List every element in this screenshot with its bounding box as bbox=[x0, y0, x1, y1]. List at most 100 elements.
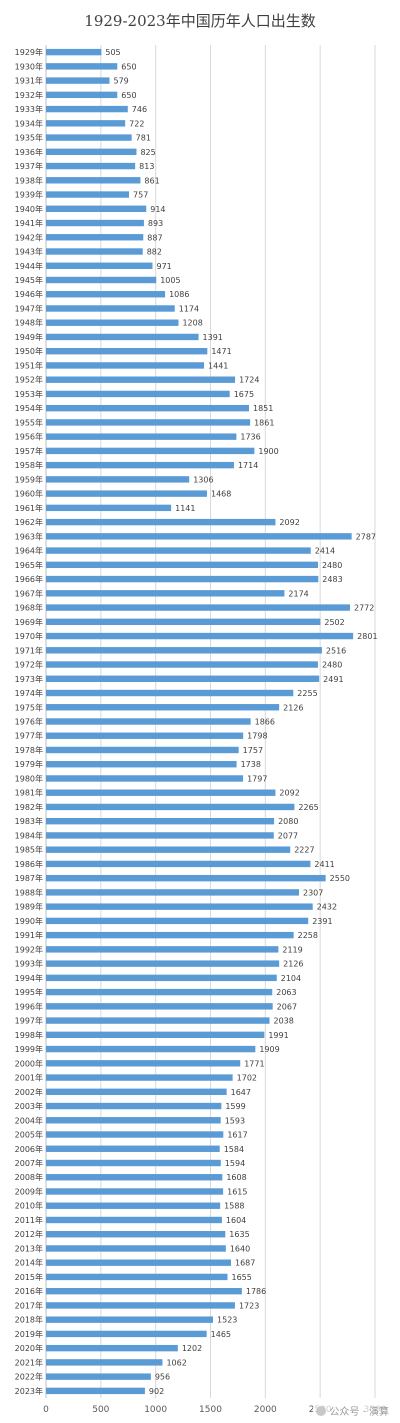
bar bbox=[46, 1031, 265, 1039]
data-label: 1588 bbox=[224, 1202, 244, 1211]
y-tick-label: 2017年 bbox=[15, 1300, 43, 1310]
data-label: 2080 bbox=[278, 817, 298, 826]
bar bbox=[46, 1117, 221, 1124]
bar bbox=[46, 1302, 235, 1309]
data-label: 1202 bbox=[182, 1344, 202, 1353]
y-tick-label: 1999年 bbox=[15, 1044, 43, 1054]
data-label: 882 bbox=[147, 248, 162, 257]
bar bbox=[46, 490, 207, 497]
bar bbox=[46, 461, 234, 469]
y-tick-label: 1975年 bbox=[15, 702, 43, 712]
y-tick-label: 2022年 bbox=[15, 1372, 43, 1382]
y-tick-label: 1993年 bbox=[15, 959, 43, 969]
data-label: 505 bbox=[105, 48, 120, 57]
y-tick-label: 2023年 bbox=[15, 1386, 43, 1396]
bar bbox=[46, 162, 136, 170]
data-label: 2067 bbox=[277, 1002, 297, 1011]
y-tick-label: 1966年 bbox=[15, 574, 43, 584]
bar bbox=[46, 718, 251, 725]
bar bbox=[46, 476, 190, 483]
bar bbox=[46, 704, 280, 711]
data-label: 2092 bbox=[279, 789, 299, 798]
bar bbox=[46, 931, 294, 939]
y-tick-label: 1994年 bbox=[15, 973, 43, 983]
data-label: 2227 bbox=[294, 846, 314, 855]
bar bbox=[46, 91, 118, 99]
y-tick-label: 1962年 bbox=[15, 517, 43, 527]
bar bbox=[46, 817, 275, 825]
bar bbox=[46, 917, 309, 925]
data-label: 1593 bbox=[225, 1116, 245, 1125]
y-tick-label: 1981年 bbox=[15, 788, 43, 798]
data-label: 2126 bbox=[283, 960, 303, 969]
data-label: 1441 bbox=[208, 361, 228, 370]
data-label: 2063 bbox=[276, 988, 296, 997]
data-label: 1866 bbox=[255, 718, 275, 727]
bar bbox=[46, 1287, 242, 1295]
bar bbox=[46, 661, 318, 668]
y-tick-label: 2008年 bbox=[15, 1172, 43, 1182]
data-label: 2772 bbox=[354, 604, 374, 613]
data-label: 861 bbox=[144, 176, 159, 185]
bar bbox=[46, 1074, 233, 1081]
x-tick-label: 500 bbox=[92, 1405, 109, 1415]
y-tick-label: 2013年 bbox=[15, 1243, 43, 1253]
y-tick-label: 2020年 bbox=[15, 1343, 43, 1353]
y-tick-label: 1992年 bbox=[15, 944, 43, 954]
bar bbox=[46, 675, 320, 682]
data-label: 1174 bbox=[179, 304, 199, 313]
data-label: 825 bbox=[140, 148, 155, 157]
bar bbox=[46, 518, 276, 526]
bar bbox=[46, 1131, 224, 1138]
data-label: 2516 bbox=[326, 646, 346, 655]
y-tick-label: 1935年 bbox=[15, 133, 43, 143]
bar bbox=[46, 746, 239, 754]
y-tick-label: 2012年 bbox=[15, 1229, 43, 1239]
y-tick-label: 1974年 bbox=[15, 688, 43, 698]
y-tick-label: 1980年 bbox=[15, 773, 43, 783]
data-label: 1738 bbox=[241, 760, 261, 769]
data-label: 2550 bbox=[330, 874, 350, 883]
data-label: 971 bbox=[156, 262, 171, 271]
y-tick-label: 2021年 bbox=[15, 1357, 43, 1367]
bar bbox=[46, 1344, 178, 1352]
bar bbox=[46, 846, 291, 853]
bar bbox=[46, 48, 102, 56]
bar bbox=[46, 533, 352, 540]
bar bbox=[46, 874, 326, 882]
data-label: 1594 bbox=[225, 1159, 245, 1168]
data-label: 722 bbox=[129, 119, 144, 128]
data-label: 2787 bbox=[356, 532, 376, 541]
data-label: 1861 bbox=[254, 418, 274, 427]
data-label: 1991 bbox=[268, 1031, 288, 1040]
bar bbox=[46, 248, 143, 255]
y-tick-label: 1942年 bbox=[15, 232, 43, 242]
y-tick-label: 2006年 bbox=[15, 1144, 43, 1154]
data-label: 1608 bbox=[226, 1173, 246, 1182]
data-label: 1851 bbox=[253, 404, 273, 413]
data-label: 2491 bbox=[323, 675, 343, 684]
bar bbox=[46, 1216, 222, 1224]
bar bbox=[46, 1102, 222, 1110]
data-label: 902 bbox=[149, 1387, 164, 1396]
data-label: 2480 bbox=[322, 661, 342, 670]
bar bbox=[46, 291, 166, 298]
data-label: 2174 bbox=[288, 589, 308, 598]
y-tick-label: 1949年 bbox=[15, 332, 43, 342]
x-tick-label: 1500 bbox=[199, 1405, 222, 1415]
y-tick-label: 1959年 bbox=[15, 474, 43, 484]
data-label: 956 bbox=[155, 1373, 170, 1382]
data-label: 1724 bbox=[239, 376, 259, 385]
data-label: 1584 bbox=[224, 1145, 244, 1154]
y-tick-label: 1970年 bbox=[15, 631, 43, 641]
data-label: 1062 bbox=[166, 1358, 186, 1367]
y-tick-label: 2016年 bbox=[15, 1286, 43, 1296]
data-label: 914 bbox=[150, 205, 165, 214]
data-label: 1757 bbox=[243, 746, 263, 755]
data-label: 757 bbox=[133, 191, 148, 200]
y-tick-label: 1960年 bbox=[15, 489, 43, 499]
watermark-text: 公众号 · 演算 bbox=[329, 1407, 389, 1418]
y-tick-label: 2011年 bbox=[15, 1215, 43, 1225]
y-tick-label: 1978年 bbox=[15, 745, 43, 755]
y-tick-label: 1930年 bbox=[15, 61, 43, 71]
